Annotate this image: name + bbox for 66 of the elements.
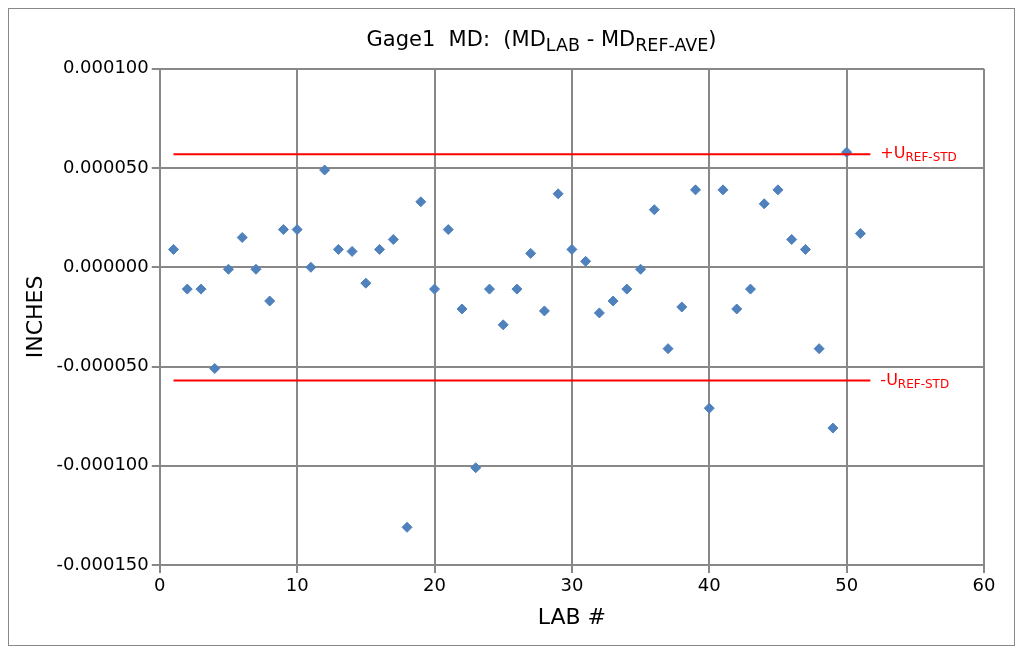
point [277, 224, 289, 236]
point [580, 256, 592, 268]
point [319, 164, 331, 176]
point [374, 244, 386, 256]
point [291, 224, 303, 236]
point [621, 283, 633, 295]
point [593, 307, 605, 319]
point [511, 283, 523, 295]
x-tick-label: 30 [560, 574, 584, 596]
point [813, 343, 825, 355]
point [607, 295, 619, 307]
point [401, 521, 413, 533]
point [525, 248, 537, 260]
point [264, 295, 276, 307]
point [648, 204, 660, 216]
point [538, 305, 550, 317]
point [662, 343, 674, 355]
point [429, 283, 441, 295]
y-tick-label: -0.000100 [56, 453, 149, 475]
point [676, 301, 688, 313]
point [470, 462, 482, 474]
y-tick-label: -0.000150 [56, 552, 149, 574]
x-tick-label: 40 [697, 574, 721, 596]
point [552, 188, 564, 200]
y-tick-label: 0.000050 [62, 155, 149, 177]
point [717, 184, 729, 196]
chart-title: Gage1 MD: (MD$_{LAB}$ - MD$_{REF-AVE}$) [365, 26, 718, 56]
y-tick-label: 0.000000 [62, 255, 149, 277]
x-tick-label: 20 [423, 574, 446, 596]
point [566, 244, 578, 256]
point [415, 196, 427, 208]
point [758, 198, 770, 210]
point [690, 184, 702, 196]
point [181, 283, 193, 295]
point [332, 244, 344, 256]
point [222, 263, 234, 275]
point [360, 277, 372, 289]
point [703, 402, 715, 414]
point [854, 228, 866, 240]
point [236, 232, 248, 244]
point [305, 261, 317, 273]
point [195, 283, 207, 295]
x-tick-label: 60 [972, 574, 996, 596]
x-tick-label: 10 [285, 574, 309, 596]
x-tick-label: 0 [154, 574, 166, 596]
x-tick-label: 50 [835, 574, 859, 596]
y-axis-title: INCHES [21, 275, 47, 359]
point [442, 224, 454, 236]
point [346, 246, 358, 258]
point [635, 263, 647, 275]
point [497, 319, 509, 331]
point [483, 283, 495, 295]
y-tick-label: -0.000050 [56, 354, 149, 376]
point [387, 234, 399, 246]
point [731, 303, 743, 315]
y-tick-label: 0.000100 [62, 56, 149, 78]
point [744, 283, 756, 295]
point [772, 184, 784, 196]
point [456, 303, 468, 315]
point [799, 244, 811, 256]
point [168, 244, 180, 256]
point [827, 422, 839, 434]
point [786, 234, 798, 246]
point [209, 363, 221, 375]
x-axis-title: LAB # [537, 603, 607, 629]
point [250, 263, 262, 275]
